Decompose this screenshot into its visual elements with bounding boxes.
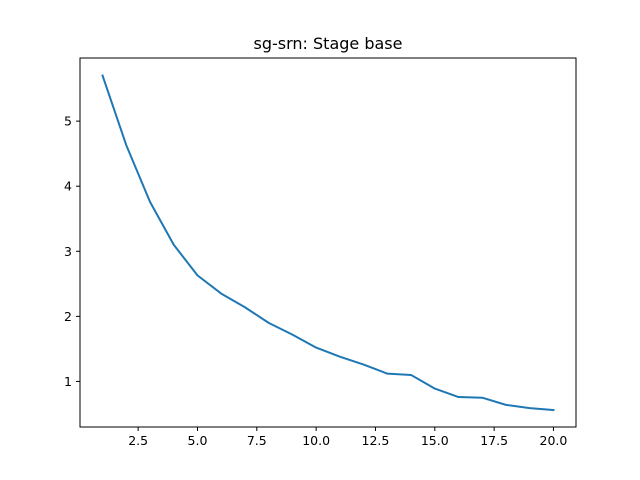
y-tick-label: 3 xyxy=(64,244,72,259)
data-point xyxy=(386,373,388,375)
data-point xyxy=(102,75,104,77)
data-point xyxy=(434,388,436,390)
data-point xyxy=(244,306,246,308)
x-tick-label: 15.0 xyxy=(421,433,449,448)
plot-area xyxy=(101,74,555,412)
x-tick-label: 7.5 xyxy=(247,433,267,448)
x-tick-label: 2.5 xyxy=(128,433,148,448)
data-point xyxy=(552,409,554,411)
y-axis-ticks: 1 2 3 4 5 xyxy=(64,114,80,389)
data-point xyxy=(268,322,270,324)
x-tick-label: 5.0 xyxy=(188,433,208,448)
data-point xyxy=(220,293,222,295)
x-tick-label: 10.0 xyxy=(302,433,330,448)
data-point xyxy=(339,356,341,358)
data-point xyxy=(505,404,507,406)
series-line-0 xyxy=(101,74,555,412)
data-point xyxy=(363,364,365,366)
y-tick-label: 5 xyxy=(64,114,72,129)
y-tick-label: 4 xyxy=(64,179,72,194)
x-tick-label: 12.5 xyxy=(362,433,390,448)
x-tick-label: 17.5 xyxy=(480,433,508,448)
data-point xyxy=(173,244,175,246)
data-point xyxy=(458,396,460,398)
axes-frame xyxy=(79,57,577,428)
x-axis-ticks: 2.5 5.0 7.5 10.0 12.5 15.0 17.5 20.0 xyxy=(128,427,567,448)
data-point xyxy=(315,347,317,349)
data-point xyxy=(125,144,127,146)
data-point xyxy=(196,274,198,276)
data-point xyxy=(291,334,293,336)
y-tick-label: 2 xyxy=(64,309,72,324)
data-point xyxy=(529,407,531,409)
chart-title: sg-srn: Stage base xyxy=(254,34,403,53)
data-point xyxy=(481,397,483,399)
x-tick-label: 20.0 xyxy=(540,433,568,448)
y-tick-label: 1 xyxy=(64,374,72,389)
data-point xyxy=(410,374,412,376)
data-point xyxy=(149,201,151,203)
